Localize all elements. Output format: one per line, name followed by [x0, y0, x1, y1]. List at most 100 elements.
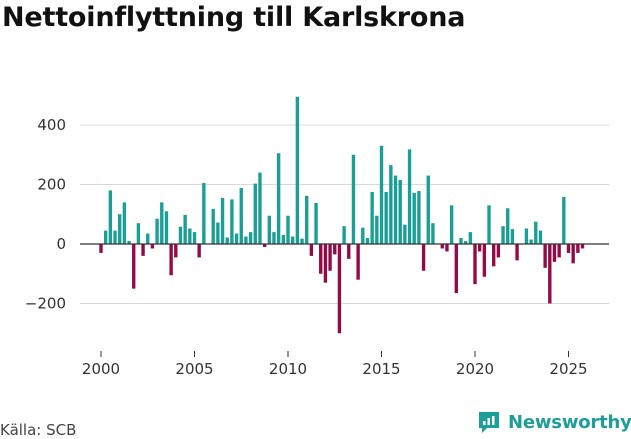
- bar: [473, 244, 477, 285]
- bar: [337, 244, 342, 334]
- bar: [384, 191, 388, 244]
- bar: [459, 238, 463, 244]
- bar: [538, 230, 543, 244]
- bar: [136, 223, 141, 244]
- bar: [375, 215, 379, 244]
- bar: [230, 199, 234, 245]
- bar: [244, 236, 248, 244]
- x-tick-label: 2005: [175, 360, 213, 378]
- bar: [248, 232, 253, 244]
- bar: [132, 244, 136, 289]
- bar: [463, 241, 468, 244]
- bar: [477, 244, 482, 252]
- bar: [426, 175, 430, 244]
- bar: [557, 244, 561, 258]
- bar: [267, 215, 271, 244]
- bar: [566, 244, 571, 253]
- bar: [524, 228, 529, 244]
- bar: [347, 244, 351, 259]
- bar: [571, 244, 575, 264]
- bar: [562, 197, 566, 244]
- bar: [351, 154, 356, 244]
- bar: [108, 190, 113, 244]
- bar: [398, 180, 402, 244]
- y-tick-label: 400: [37, 116, 66, 134]
- bar: [449, 205, 454, 244]
- brand[interactable]: Newsworthy: [476, 409, 631, 435]
- bar: [169, 244, 173, 276]
- bar: [333, 244, 337, 255]
- bar: [188, 228, 192, 244]
- bar: [160, 202, 164, 244]
- chart-title: Nettoinflyttning till Karlskrona: [2, 2, 466, 33]
- y-tick-label: 0: [56, 235, 66, 253]
- bar: [548, 244, 552, 304]
- bar: [295, 96, 300, 245]
- bar: [211, 208, 215, 244]
- bar: [440, 244, 444, 249]
- bar: [253, 183, 257, 244]
- bar: [309, 244, 314, 256]
- bar: [361, 227, 365, 244]
- bar: [365, 238, 370, 244]
- bar: [370, 191, 374, 244]
- bar: [576, 244, 580, 253]
- bar: [482, 244, 487, 277]
- bar: [492, 244, 496, 267]
- gridlines: [80, 124, 609, 304]
- bar: [300, 238, 304, 244]
- bar: [118, 214, 122, 244]
- bar: [272, 232, 276, 244]
- bar: [183, 214, 187, 244]
- bar: [510, 229, 515, 245]
- bar: [141, 244, 145, 256]
- x-axis-ticks: 2000 2005 2010 2015 2020 2025: [82, 351, 588, 378]
- bar: [496, 244, 501, 258]
- bar: [122, 202, 127, 244]
- bar: [178, 226, 183, 244]
- x-tick-label: 2020: [456, 360, 494, 378]
- bar: [234, 233, 239, 244]
- bars: [99, 96, 585, 334]
- bar: [216, 222, 220, 244]
- bar: [174, 244, 178, 258]
- bar: [286, 215, 290, 244]
- x-tick-label: 2025: [549, 360, 587, 378]
- y-tick-label: 200: [37, 176, 66, 194]
- bar: [99, 244, 103, 253]
- bar: [468, 232, 473, 244]
- bar: [543, 244, 547, 268]
- bar: [164, 211, 169, 244]
- bar: [529, 239, 533, 244]
- bar: [328, 244, 332, 271]
- bar: [146, 233, 150, 244]
- bar: [501, 226, 505, 244]
- bar: [305, 195, 309, 244]
- bar: [389, 165, 393, 244]
- source-label: Källa: SCB: [0, 421, 77, 439]
- bar: [421, 244, 426, 271]
- bar: [356, 244, 360, 280]
- bar: [150, 244, 155, 249]
- bar: [407, 149, 412, 244]
- x-tick-label: 2015: [362, 360, 400, 378]
- bar: [127, 241, 131, 244]
- bar: [393, 175, 398, 244]
- bar: [290, 236, 295, 244]
- bar: [220, 197, 225, 244]
- bar: [113, 230, 117, 244]
- bar: [276, 153, 281, 244]
- bar: [515, 244, 519, 261]
- y-axis-ticks: −200 0 200 400: [25, 116, 66, 313]
- bar: [319, 244, 323, 274]
- bar: [403, 224, 407, 244]
- bar: [487, 205, 491, 244]
- bar: [342, 226, 346, 244]
- bar: [262, 244, 267, 247]
- bar: [192, 232, 197, 244]
- bar: [155, 218, 159, 244]
- bar: [281, 235, 286, 244]
- bar: [202, 183, 206, 244]
- bar: [454, 244, 458, 294]
